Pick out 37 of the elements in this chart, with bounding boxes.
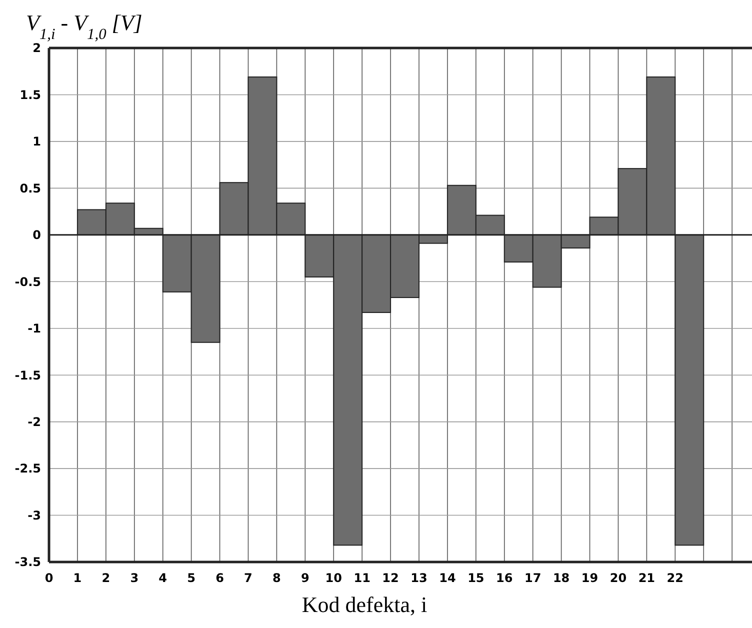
x-tick-label: 12 — [382, 571, 399, 585]
x-tick-label: 13 — [410, 571, 428, 585]
x-tick-label: 17 — [524, 571, 542, 585]
x-tick-label: 10 — [325, 571, 342, 585]
x-tick-label: 15 — [468, 571, 484, 585]
x-tick-label: 18 — [552, 571, 570, 585]
x-tick-label: 6 — [216, 571, 224, 585]
x-tick-label: 11 — [354, 571, 370, 585]
x-tick-label: 9 — [300, 571, 310, 585]
x-tick-label: 7 — [244, 571, 252, 585]
x-tick-label: 1 — [73, 571, 82, 585]
x-tick-label: 19 — [581, 571, 598, 585]
x-axis-title: Kod defekta, i — [302, 592, 428, 617]
x-tick-label: 5 — [187, 571, 196, 585]
y-tick-label: -2 — [28, 415, 41, 430]
y-tick-label: 1 — [32, 134, 41, 149]
y-tick-label: -1 — [28, 322, 41, 336]
x-tick-label: 14 — [439, 571, 456, 585]
x-tick-label: 0 — [44, 571, 54, 585]
x-tick-label: 3 — [130, 571, 139, 585]
y-tick-label: 1.5 — [20, 88, 41, 102]
y-tick-label: 0 — [32, 228, 41, 242]
x-tick-label: 2 — [102, 571, 110, 585]
y-tick-label: -2.5 — [14, 462, 41, 476]
y-tick-label: 0.5 — [20, 181, 41, 196]
y-axis-title: V$_{1,i}$ - V$_{1,0}$ [V] — [26, 10, 142, 42]
y-tick-label: 2 — [32, 41, 41, 56]
x-tick-label: 16 — [496, 571, 513, 585]
x-tick-label: 22 — [666, 571, 684, 585]
x-tick-label: 21 — [638, 571, 656, 585]
y-tick-label: -3 — [28, 508, 41, 522]
y-tick-label: -0.5 — [14, 274, 41, 289]
x-tick-label: 4 — [158, 571, 168, 585]
y-tick-label: -3.5 — [14, 555, 41, 570]
x-tick-label: 8 — [272, 571, 281, 585]
y-tick-label: -1.5 — [14, 368, 41, 382]
x-tick-label: 20 — [610, 571, 627, 585]
